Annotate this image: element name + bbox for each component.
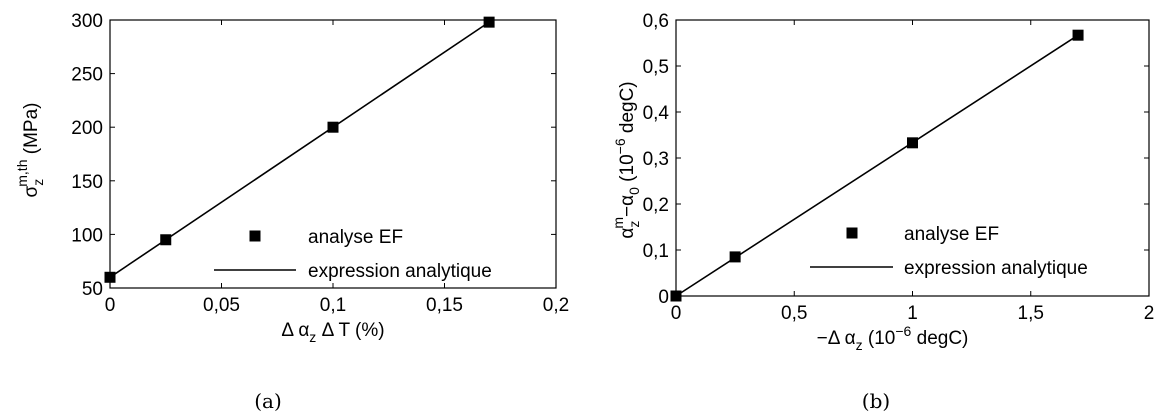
- data-point-marker: [483, 16, 495, 28]
- label-part: −6: [612, 138, 628, 154]
- label-part: degC): [617, 81, 638, 138]
- data-point-marker: [1072, 29, 1084, 41]
- label-part: −6: [895, 323, 911, 339]
- legend-label: analyse EF: [308, 227, 403, 248]
- data-point-marker: [729, 251, 741, 263]
- x-axis-label: Δ αz Δ T (%): [281, 320, 384, 345]
- y-tick-label: 0,2: [643, 195, 669, 216]
- legend-marker-icon: [249, 230, 261, 242]
- x-tick-label: 0: [105, 295, 116, 316]
- series-line-analytique: [109, 21, 490, 278]
- label-part: (10: [617, 154, 638, 187]
- x-tick-label: 2: [1144, 303, 1155, 324]
- y-axis-label: σzm,th (MPa): [14, 103, 46, 198]
- y-tick-label: 0,6: [643, 11, 669, 32]
- legend-marker-icon: [846, 227, 858, 239]
- y-tick-label: 100: [71, 225, 103, 246]
- label-part: (10: [863, 328, 896, 349]
- data-point-marker: [670, 290, 682, 302]
- label-part: α: [617, 228, 638, 239]
- chart-panel-2: 0 0,5 1 1,5 2 0 0,1 0,2 0,3 0,4 0,5 0,6 analyse EF ex…: [643, 11, 1155, 413]
- x-tick-label: 0: [671, 303, 682, 324]
- series-line-analytique: [675, 34, 1079, 297]
- label-part: m,th: [14, 160, 30, 187]
- x-axis-label: −Δ αz (10−6 degC): [817, 323, 969, 353]
- label-part: 0: [626, 187, 642, 195]
- y-tick-label: 250: [71, 65, 103, 86]
- label-part: z: [856, 337, 863, 353]
- legend-label: expression analytique: [308, 261, 492, 282]
- panel-caption: (b): [862, 389, 890, 413]
- y-tick-label: 0,3: [643, 149, 669, 170]
- y-tick-label: 50: [82, 279, 103, 300]
- legend-label: analyse EF: [904, 224, 999, 245]
- label-part: z: [626, 221, 642, 228]
- x-tick-label: 0,15: [426, 295, 463, 316]
- label-part: degC): [911, 328, 968, 349]
- legend-label: expression analytique: [904, 258, 1088, 279]
- data-point-marker: [160, 234, 172, 246]
- y-tick-label: 150: [71, 172, 103, 193]
- x-tick-label: 0,1: [320, 295, 346, 316]
- legend: analyse EF expression analytique: [214, 227, 492, 282]
- plot-frame: [675, 19, 1150, 297]
- chart-panel-1: 0 0,05 0,1 0,15 0,2 50 100 150 200 250 300 analyse …: [71, 11, 569, 413]
- label-part: −α: [617, 195, 638, 217]
- y-tick-label: 200: [71, 118, 103, 139]
- label-part: σ: [21, 185, 42, 197]
- panel-caption: (a): [254, 389, 282, 413]
- y-tick-label: 0,4: [643, 103, 670, 124]
- y-tick-label: 0,5: [643, 57, 669, 78]
- label-part: z: [30, 179, 46, 186]
- data-point-marker: [104, 271, 116, 283]
- y-tick-label: 300: [71, 11, 103, 32]
- data-point-marker: [327, 121, 339, 133]
- label-part: Δ α: [281, 320, 309, 341]
- label-part: z: [309, 329, 316, 345]
- x-tick-label: 1: [907, 303, 918, 324]
- y-axis-label: αzm−α0 (10−6 degC): [610, 81, 642, 238]
- y-tick-label: 0: [658, 287, 669, 308]
- y-tick-label: 0,1: [643, 241, 669, 262]
- data-point-marker: [907, 137, 918, 149]
- x-tick-label: 0,5: [781, 303, 807, 324]
- x-tick-label: 1,5: [1018, 303, 1044, 324]
- label-part: m: [610, 217, 626, 229]
- label-part: Δ T (%): [316, 320, 384, 341]
- legend: analyse EF expression analytique: [810, 224, 1088, 279]
- label-part: (MPa): [21, 103, 42, 160]
- label-part: −Δ α: [817, 328, 856, 349]
- x-tick-label: 0,05: [203, 295, 240, 316]
- x-tick-label: 0,2: [543, 295, 569, 316]
